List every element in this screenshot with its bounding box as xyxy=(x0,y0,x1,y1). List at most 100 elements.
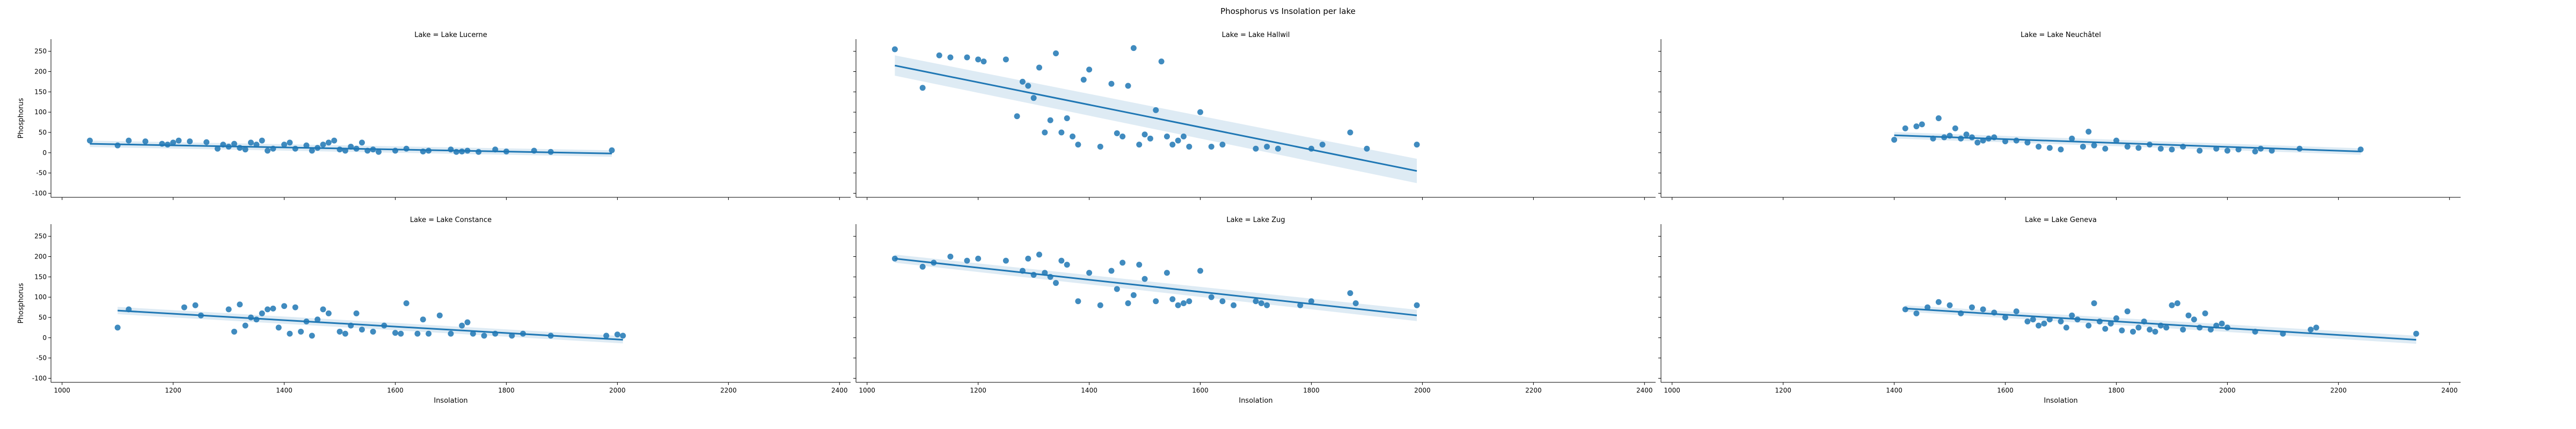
data-point xyxy=(2058,319,2064,325)
data-point xyxy=(1364,145,1370,152)
data-point xyxy=(891,46,898,53)
y-tick-label: 50 xyxy=(39,314,47,321)
data-point xyxy=(1136,262,1143,268)
data-point xyxy=(1175,137,1181,144)
data-point xyxy=(1097,302,1103,308)
panel-title: Lake = Lake Hallwil xyxy=(1222,31,1290,39)
data-point xyxy=(2069,135,2075,142)
data-point xyxy=(1058,129,1065,136)
data-point xyxy=(459,322,465,329)
data-point xyxy=(1053,280,1059,286)
data-point xyxy=(964,54,970,61)
x-tick-label: 1800 xyxy=(2108,387,2125,394)
data-point xyxy=(2197,147,2203,154)
data-point xyxy=(2413,330,2419,337)
data-point xyxy=(1114,286,1120,292)
data-point xyxy=(248,139,254,146)
data-point xyxy=(231,328,237,335)
data-point xyxy=(2085,322,2092,329)
data-point xyxy=(1036,64,1042,71)
data-point xyxy=(2252,149,2258,155)
data-point xyxy=(2124,308,2131,315)
data-point xyxy=(1070,134,1076,140)
data-point xyxy=(1036,252,1042,258)
data-point xyxy=(475,149,482,155)
y-tick-label: 200 xyxy=(34,253,47,261)
data-point xyxy=(353,310,360,316)
data-point xyxy=(2107,320,2114,327)
x-tick-label: 1000 xyxy=(859,387,875,394)
data-point xyxy=(2069,312,2075,319)
facet-panels: Lake = Lake Lucerne -100 -50 0 50 100 150 200 25… xyxy=(17,31,2461,405)
facet-panel: Lake = Lake Hallwil xyxy=(853,31,1656,200)
data-point xyxy=(2036,143,2042,150)
data-point xyxy=(2313,324,2319,331)
data-point xyxy=(1086,66,1093,73)
facet-panel: Lake = Lake Neuchâtel xyxy=(1658,31,2461,200)
data-point xyxy=(919,85,926,91)
data-point xyxy=(1141,131,1148,138)
data-point xyxy=(2102,326,2109,332)
data-point xyxy=(126,137,132,144)
data-point xyxy=(1042,129,1048,136)
data-point xyxy=(331,137,338,144)
data-point xyxy=(2119,327,2125,334)
data-point xyxy=(1264,302,1270,308)
data-point xyxy=(275,324,282,331)
data-point xyxy=(1913,310,1920,316)
data-point xyxy=(1264,143,1270,150)
panel-title: Lake = Lake Constance xyxy=(410,216,492,224)
data-point xyxy=(1352,300,1359,306)
data-point xyxy=(947,254,954,260)
data-point xyxy=(392,330,399,336)
data-point xyxy=(242,146,248,153)
x-tick-label: 2400 xyxy=(831,387,848,394)
data-point xyxy=(2163,324,2170,331)
data-point xyxy=(2080,143,2086,150)
x-tick-label: 1200 xyxy=(1775,387,1791,394)
data-point xyxy=(1208,294,1214,300)
data-point xyxy=(1180,134,1187,140)
data-point xyxy=(1414,142,1420,148)
data-point xyxy=(231,140,237,147)
data-point xyxy=(242,322,248,329)
data-point xyxy=(2219,320,2225,327)
x-tick-label: 2000 xyxy=(1414,387,1431,394)
data-point xyxy=(1125,300,1131,306)
data-point xyxy=(1153,298,1159,305)
data-point xyxy=(2197,324,2203,331)
data-point xyxy=(614,331,620,338)
data-point xyxy=(259,137,265,144)
data-point xyxy=(1153,107,1159,113)
data-point xyxy=(320,142,326,148)
data-point xyxy=(2036,322,2042,329)
data-point xyxy=(1952,125,1958,131)
data-point xyxy=(2174,300,2180,306)
data-point xyxy=(292,304,298,310)
x-tick-label: 1200 xyxy=(970,387,986,394)
data-point xyxy=(1025,255,1031,262)
x-tick-label: 2200 xyxy=(720,387,737,394)
data-point xyxy=(1253,145,1259,152)
data-point xyxy=(1163,134,1170,140)
data-point xyxy=(1025,83,1031,89)
data-point xyxy=(1064,262,1070,268)
x-tick-label: 1200 xyxy=(165,387,181,394)
data-point xyxy=(1231,302,1237,308)
data-point xyxy=(980,58,987,65)
data-point xyxy=(203,139,210,145)
data-point xyxy=(1136,142,1143,148)
data-point xyxy=(1130,45,1137,51)
data-point xyxy=(2024,139,2031,146)
data-point xyxy=(292,145,298,152)
data-point xyxy=(142,138,149,145)
data-point xyxy=(1180,300,1187,306)
data-point xyxy=(609,147,615,153)
confidence-band xyxy=(895,55,1417,183)
data-point xyxy=(1147,135,1153,142)
facet-panel: Lake = Lake Geneva 1000 1200 1400 1600 1800 20… xyxy=(1658,216,2461,405)
data-point xyxy=(1297,302,1304,308)
data-point xyxy=(1935,115,1942,121)
data-point xyxy=(114,142,121,149)
data-point xyxy=(314,316,321,323)
